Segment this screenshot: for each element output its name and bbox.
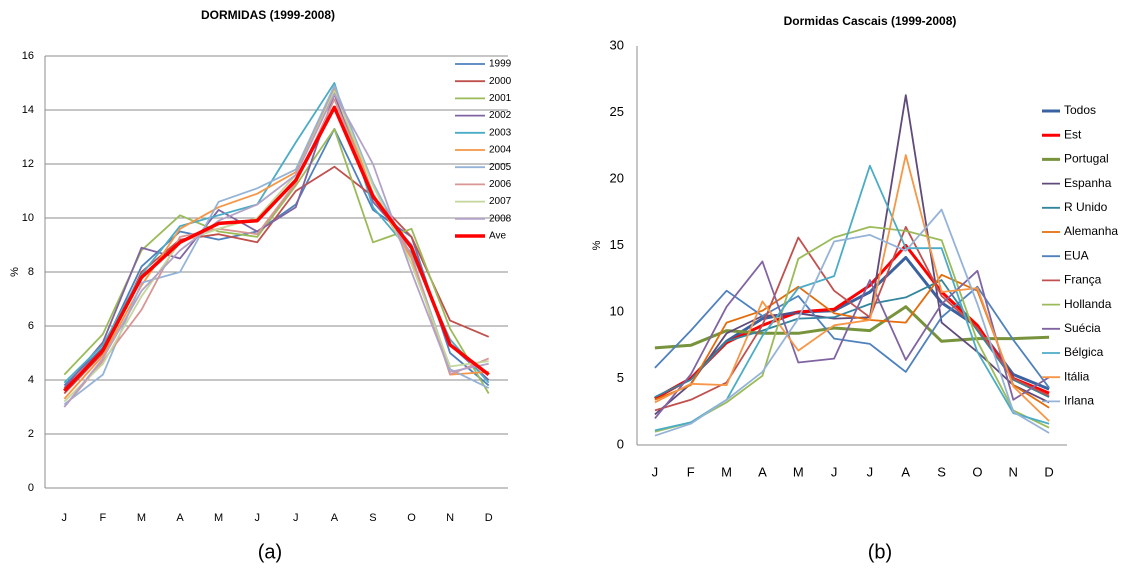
x-tick-label: O [407, 512, 416, 524]
legend-label: 2003 [489, 127, 512, 138]
legend-label: Irlana [1064, 394, 1094, 408]
y-tick-label: 15 [610, 237, 624, 252]
legend-label: Todos [1064, 103, 1096, 117]
x-tick-label: A [901, 464, 910, 479]
x-tick-label: J [831, 464, 838, 479]
x-tick-label: S [937, 464, 946, 479]
x-tick-label: D [485, 512, 493, 524]
x-tick-label: N [1009, 464, 1018, 479]
chart-title: DORMIDAS (1999-2008) [201, 8, 335, 22]
y-tick-label: 0 [617, 436, 624, 451]
y-axis-label: % [9, 267, 21, 277]
x-tick-label: M [137, 512, 146, 524]
x-tick-label: O [972, 464, 982, 479]
series-line [654, 208, 1050, 437]
x-tick-label: M [214, 512, 223, 524]
series-line [63, 92, 489, 408]
series-line [63, 84, 490, 406]
series-line [63, 128, 490, 387]
legend-label: Suécia [1064, 321, 1101, 335]
series-line [63, 82, 490, 384]
x-tick-label: F [687, 464, 695, 479]
x-tick-label: J [867, 464, 874, 479]
y-tick-label: 20 [610, 170, 624, 185]
x-tick-label: J [293, 512, 299, 524]
chart-title: Dormidas Cascais (1999-2008) [784, 14, 957, 28]
legend-label: Espanha [1064, 176, 1112, 190]
series-line [63, 128, 490, 394]
y-tick-label: 14 [22, 104, 34, 116]
legend-label: 2002 [489, 110, 512, 121]
series-line [654, 226, 1050, 433]
legend-label: 2006 [489, 179, 512, 190]
series-line [63, 105, 490, 393]
caption: (b) [868, 541, 892, 563]
x-tick-label: J [254, 512, 260, 524]
legend-label: Portugal [1064, 152, 1109, 166]
legend-label: Bélgica [1064, 345, 1104, 359]
series-line [654, 279, 1050, 398]
legend-label: EUA [1064, 248, 1089, 262]
x-tick-label: A [758, 464, 767, 479]
y-tick-label: 10 [610, 303, 624, 318]
y-tick-label: 8 [28, 266, 34, 278]
y-tick-label: 10 [22, 212, 34, 224]
series-line [63, 87, 489, 400]
x-tick-label: M [793, 464, 804, 479]
x-tick-label: D [1044, 464, 1053, 479]
y-tick-label: 4 [28, 374, 34, 386]
legend-label: 2005 [489, 162, 512, 173]
y-tick-label: 12 [22, 158, 34, 170]
y-tick-label: 5 [617, 370, 624, 385]
x-tick-label: A [176, 512, 184, 524]
legend-label: Est [1064, 127, 1082, 141]
series-line [63, 90, 489, 403]
legend-label: Ave [489, 231, 506, 242]
legend-label: 2008 [489, 213, 512, 224]
y-tick-label: 6 [28, 320, 34, 332]
legend-label: 2000 [489, 76, 512, 87]
y-tick-label: 25 [610, 104, 624, 119]
series-line [63, 98, 490, 408]
x-tick-label: J [62, 512, 68, 524]
x-tick-label: F [100, 512, 107, 524]
caption: (a) [258, 541, 282, 563]
x-tick-label: S [369, 512, 376, 524]
series-line [654, 260, 1050, 419]
y-tick-label: 30 [610, 37, 624, 52]
legend-label: R Unido [1064, 200, 1108, 214]
x-tick-label: M [721, 464, 732, 479]
legend-label: Itália [1064, 369, 1090, 383]
y-tick-label: 0 [28, 482, 34, 494]
legend-label: Hollanda [1064, 297, 1112, 311]
y-tick-label: 2 [28, 428, 34, 440]
legend-label: 2007 [489, 196, 512, 207]
x-tick-label: J [652, 464, 659, 479]
series-line [63, 92, 490, 389]
legend-label: Alemanha [1064, 224, 1118, 238]
legend-label: 2001 [489, 93, 512, 104]
y-tick-label: 16 [22, 50, 34, 62]
x-tick-label: A [331, 512, 339, 524]
legend-label: 1999 [489, 59, 512, 70]
x-tick-label: N [446, 512, 454, 524]
series-line [654, 154, 1050, 422]
legend-label: França [1064, 273, 1102, 287]
legend-label: 2004 [489, 145, 512, 156]
y-axis-label: % [591, 240, 603, 250]
